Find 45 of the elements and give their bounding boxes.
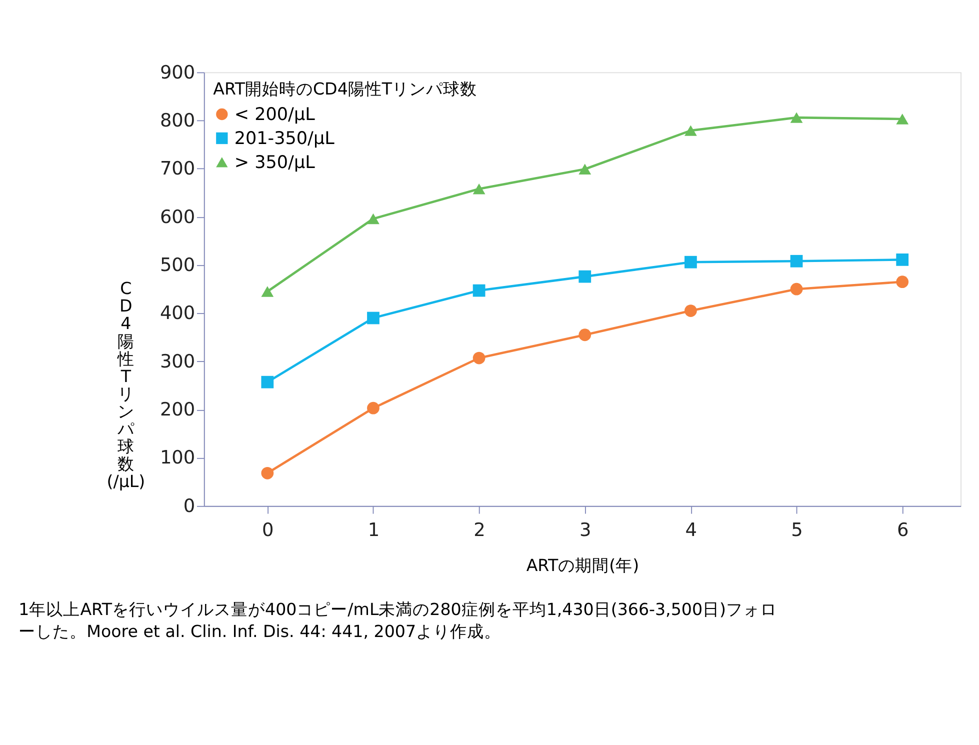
- point: [684, 256, 697, 268]
- point: [790, 282, 803, 296]
- text: CD4陽性Tリンパ球数 (/μL): [106, 279, 146, 492]
- y-tick-label: 400: [160, 303, 196, 324]
- legend-label: < 200/μL: [234, 104, 316, 125]
- x-tick-label: 5: [791, 520, 803, 541]
- x-tick-label: 6: [896, 520, 909, 541]
- point: [578, 270, 592, 283]
- point: [367, 213, 380, 224]
- point: [472, 284, 486, 297]
- legend-label: 201-350/μL: [234, 128, 335, 149]
- point: [896, 254, 909, 266]
- y-tick-label: 100: [160, 448, 196, 469]
- legend-label: > 350/μL: [234, 152, 316, 173]
- y-tick-label: 800: [160, 110, 196, 132]
- point: [790, 254, 803, 268]
- point: [790, 112, 803, 123]
- y-tick-label: 600: [160, 206, 196, 228]
- point: [472, 184, 486, 194]
- point: [367, 312, 380, 324]
- point: [261, 466, 274, 480]
- point: [261, 286, 274, 297]
- y-tick-label: 0: [183, 496, 196, 517]
- x-tick-label: 0: [262, 520, 274, 541]
- point: [896, 114, 909, 124]
- point: [684, 304, 697, 317]
- y-tick-label: 300: [160, 351, 196, 372]
- y-tick-label: 200: [160, 400, 196, 421]
- point: [261, 376, 274, 388]
- y-tick-label: 500: [160, 255, 196, 276]
- y-tick-label: 700: [160, 158, 196, 180]
- x-tick-label: 1: [368, 520, 380, 541]
- x-tick-label: 4: [685, 520, 698, 541]
- y-tick-label: 900: [160, 62, 196, 84]
- x-tick-label: 2: [474, 520, 486, 541]
- point: [578, 328, 592, 342]
- legend-title: ART開始時のCD4陽性Tリンパ球数: [213, 79, 478, 98]
- point: [684, 125, 697, 136]
- point: [367, 402, 380, 414]
- x-tick-label: 3: [579, 520, 592, 541]
- text: 1年以上ARTを行いウイルス量が400コピー/mL未満の280症例を平均1,430日(366-3,500日)フォローした。Moore et al. Clin. Inf. Dis. 44: 441, 2007より作成。: [18, 600, 777, 641]
- x-axis-title: ARTの期間(年): [526, 556, 640, 575]
- point: [472, 352, 486, 364]
- point: [578, 164, 592, 174]
- point: [896, 276, 909, 288]
